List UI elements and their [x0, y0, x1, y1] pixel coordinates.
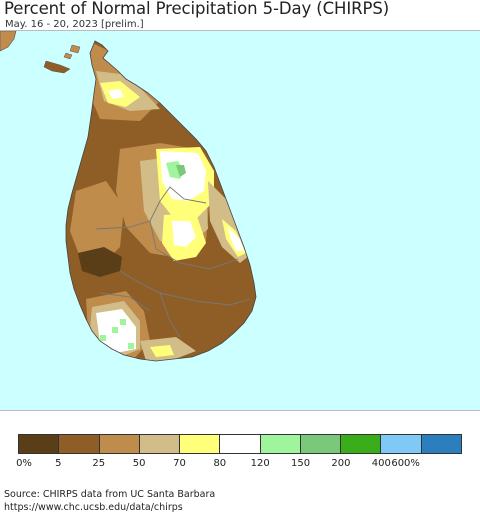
- legend-swatch-0: [19, 435, 60, 453]
- map-panel[interactable]: [0, 30, 480, 411]
- legend-label: 400: [371, 458, 391, 469]
- legend-swatch-3: [139, 435, 181, 453]
- legend-label: 150: [290, 458, 311, 469]
- legend-swatch-7: [300, 435, 342, 453]
- legend-swatch-5: [220, 435, 261, 453]
- legend-label: 5: [55, 458, 62, 469]
- legend-swatch-8: [341, 435, 382, 453]
- legend-label: 25: [92, 458, 106, 469]
- legend-label: 200: [331, 458, 351, 469]
- precipitation-map: [0, 31, 257, 362]
- legend-labels: 0% 5 25 50 70 80 120 150 200 400 600%: [0, 458, 480, 472]
- legend-label: 70: [173, 458, 186, 469]
- sri-lanka-outline: [65, 40, 257, 362]
- legend-label: 120: [250, 458, 270, 469]
- date-subtitle: May. 16 - 20, 2023 [prelim.]: [5, 19, 144, 30]
- legend-label: 600%: [391, 458, 420, 469]
- jaffna-islands: [63, 44, 81, 60]
- legend-swatch-2: [99, 435, 140, 453]
- legend-swatch-4: [180, 435, 221, 453]
- legend-label: 50: [132, 458, 146, 469]
- legend-label: 80: [213, 458, 227, 469]
- page-title: Percent of Normal Precipitation 5-Day (C…: [4, 0, 390, 18]
- legend-label: 0%: [16, 458, 32, 469]
- legend-swatch-9: [381, 435, 422, 453]
- india-landmass: [0, 31, 17, 52]
- legend-swatch-1: [59, 435, 100, 453]
- legend-swatch-10: [421, 435, 461, 453]
- legend-swatch-6: [260, 435, 301, 453]
- source-credit: Source: CHIRPS data from UC Santa Barbar…: [4, 489, 215, 514]
- source-line: Source: CHIRPS data from UC Santa Barbar…: [4, 489, 216, 500]
- source-url[interactable]: https://www.chc.ucsb.edu/data/chirps: [4, 501, 183, 513]
- color-legend-bar: [18, 434, 462, 454]
- mannar-island: [43, 60, 71, 74]
- sri-lanka-precipitation: [66, 41, 256, 361]
